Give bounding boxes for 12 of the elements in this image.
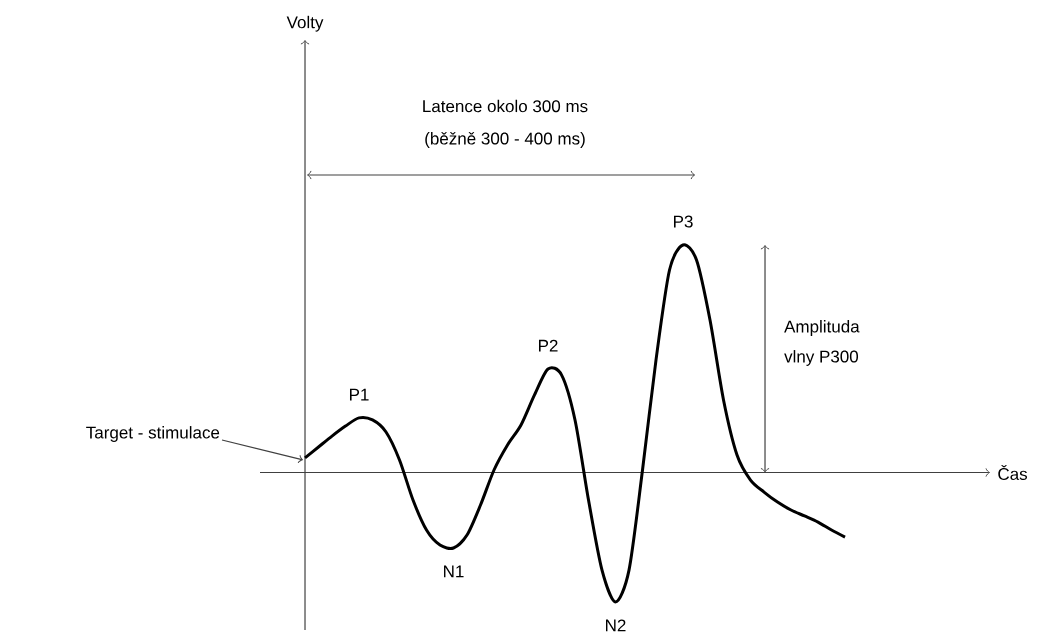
- annotation: Amplituda: [784, 320, 860, 336]
- text: Target - stimulace: [86, 426, 220, 442]
- annotation: P1: [349, 388, 369, 401]
- text: Latence okolo 300 ms: [423, 99, 588, 113]
- annotation: P2: [538, 339, 558, 352]
- text: Čas: [998, 464, 1028, 480]
- annotation: vlny P300: [784, 350, 859, 366]
- annotation: N1: [444, 565, 464, 578]
- text: Volty: [286, 15, 324, 32]
- text: N2: [606, 619, 626, 632]
- text: P3: [674, 215, 693, 228]
- text: (běžně 300 - 400 ms): [425, 132, 585, 148]
